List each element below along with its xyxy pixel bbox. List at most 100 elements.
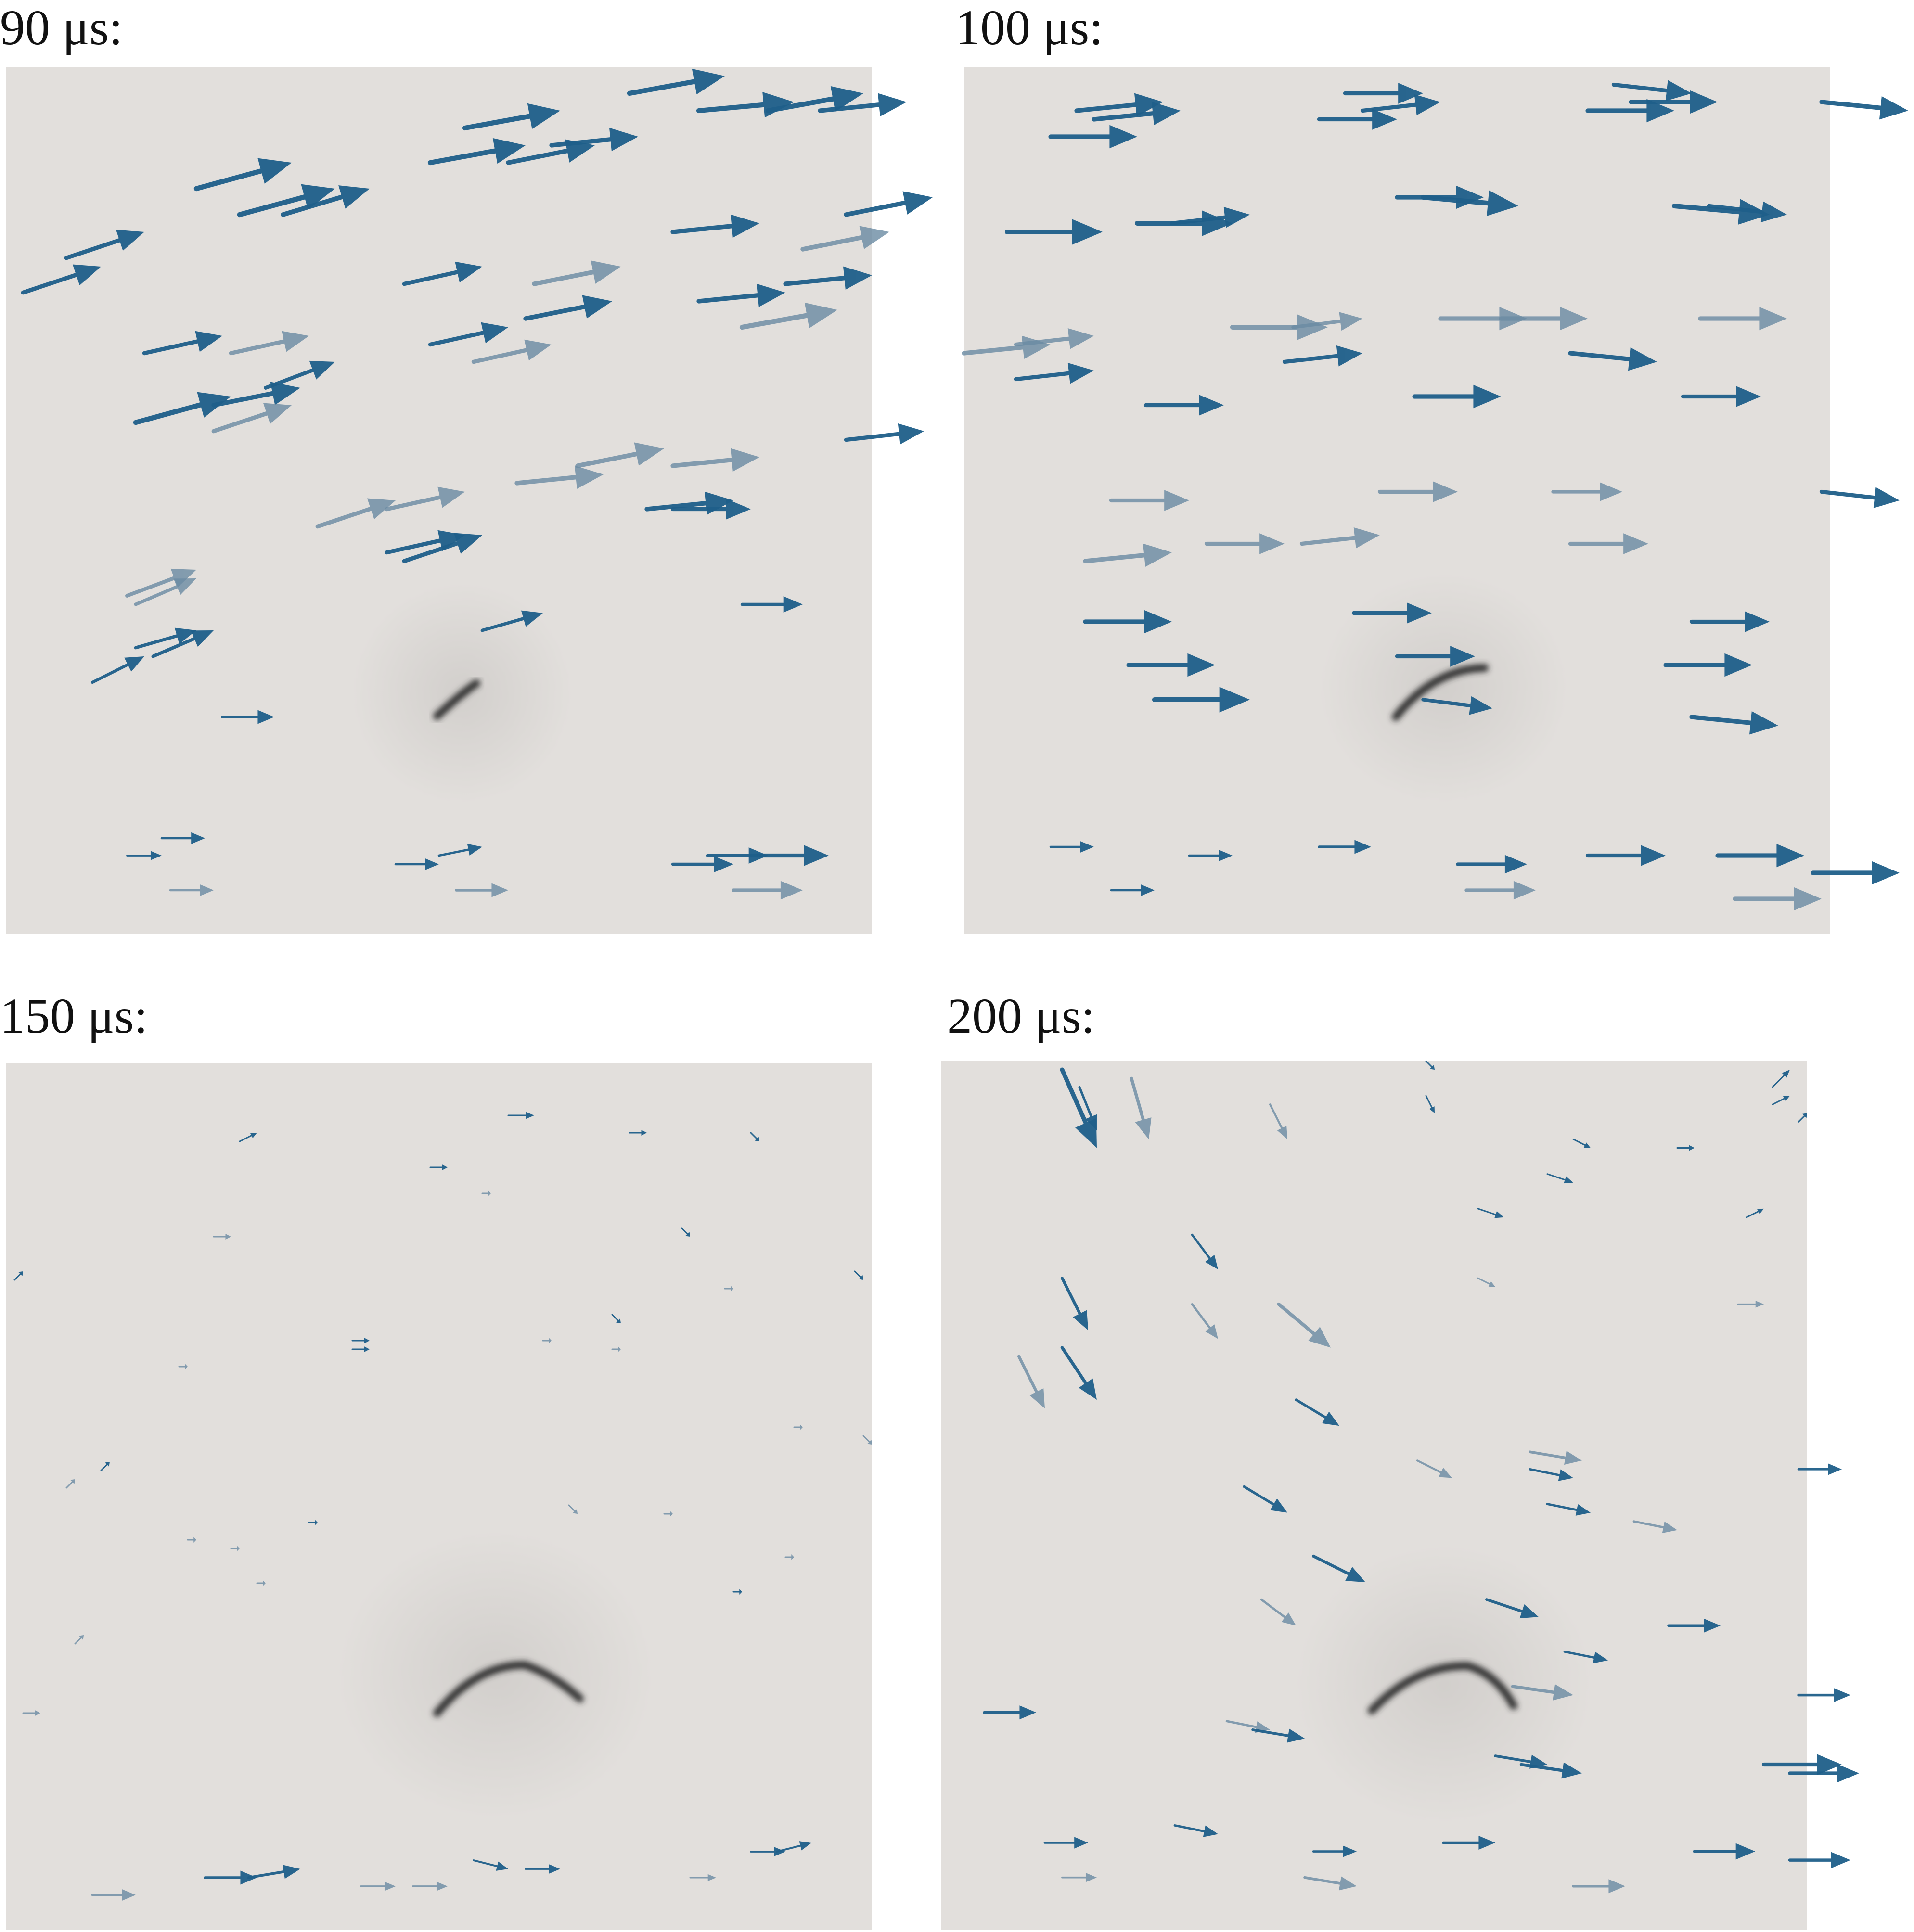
- arrow-shaft: [1014, 371, 1071, 382]
- velocity-arrow: [193, 158, 292, 192]
- crack-90us: [433, 679, 480, 720]
- velocity-arrow: [256, 1580, 266, 1586]
- arrow-head: [491, 883, 508, 897]
- velocity-arrow: [1563, 1651, 1608, 1663]
- velocity-arrow: [663, 1511, 673, 1517]
- velocity-arrow: [1425, 1060, 1435, 1070]
- arrow-shaft: [315, 506, 373, 529]
- velocity-arrow: [187, 1537, 196, 1543]
- arrow-head: [1429, 1106, 1435, 1113]
- arrow-head: [902, 191, 933, 215]
- arrow-shaft: [1519, 1763, 1564, 1772]
- velocity-arrow: [402, 533, 482, 563]
- velocity-arrow: [1546, 1173, 1573, 1184]
- arrow-head: [453, 533, 482, 554]
- arrow-shaft: [681, 1227, 688, 1235]
- arrow-head: [780, 881, 803, 900]
- velocity-arrow: [1611, 80, 1692, 102]
- arrow-head: [1802, 1113, 1807, 1118]
- arrow-shaft: [480, 617, 526, 632]
- arrow-head: [1297, 314, 1328, 340]
- arrow-head: [1724, 653, 1752, 677]
- velocity-arrow: [748, 845, 829, 866]
- arrow-shaft: [844, 200, 908, 217]
- arrow-head: [618, 1346, 621, 1352]
- arrow-head: [1831, 1852, 1850, 1868]
- arrow-shaft: [1191, 1233, 1211, 1260]
- velocity-arrow: [1303, 1876, 1357, 1891]
- velocity-arrow: [1529, 1468, 1573, 1481]
- arrow-shaft: [239, 1135, 252, 1142]
- arrow-head: [1817, 1754, 1842, 1775]
- arrow-shaft: [1191, 1303, 1211, 1329]
- arrow-head: [572, 1509, 578, 1514]
- arrow-head: [455, 261, 482, 283]
- velocity-arrow: [740, 596, 803, 613]
- arrow-head: [1433, 481, 1458, 502]
- velocity-arrow: [308, 1520, 318, 1525]
- arrow-head: [707, 1874, 716, 1881]
- velocity-arrow: [1819, 96, 1908, 120]
- velocity-arrow: [1421, 696, 1492, 715]
- arrow-shaft: [1689, 715, 1753, 725]
- arrow-shaft: [1707, 204, 1764, 214]
- arrow-shaft: [765, 96, 835, 114]
- velocity-arrow: [412, 1881, 448, 1891]
- arrow-shaft: [962, 345, 1026, 356]
- velocity-arrow: [211, 382, 300, 408]
- velocity-arrow: [1251, 1728, 1305, 1743]
- arrow-head: [1641, 845, 1666, 866]
- velocity-arrow: [402, 261, 482, 286]
- velocity-arrow: [126, 851, 162, 860]
- velocity-arrow: [1442, 1835, 1495, 1850]
- arrow-shaft: [281, 194, 345, 217]
- arrow-head: [804, 302, 837, 329]
- arrow-head: [18, 1271, 23, 1277]
- arrow-shaft: [13, 1273, 21, 1281]
- arrow-head: [1757, 1208, 1764, 1214]
- velocity-arrow: [1819, 487, 1900, 509]
- halo-100us: [1319, 573, 1569, 804]
- velocity-arrow: [696, 283, 785, 307]
- velocity-arrow: [437, 844, 482, 857]
- arrow-head: [1608, 1879, 1625, 1894]
- arrow-head: [185, 1364, 188, 1369]
- velocity-arrow: [239, 1133, 257, 1142]
- velocity-arrow: [523, 295, 612, 321]
- velocity-arrow: [134, 578, 196, 606]
- arrow-head: [1277, 1126, 1287, 1139]
- crack-200us: [1368, 1662, 1517, 1714]
- arrow-head: [730, 214, 759, 238]
- arrow-head: [1564, 1451, 1582, 1465]
- velocity-arrow: [1629, 90, 1718, 114]
- arrow-head: [609, 128, 638, 151]
- velocity-arrow: [1667, 1618, 1721, 1633]
- velocity-arrow: [549, 128, 638, 151]
- velocity-arrow: [1049, 841, 1094, 853]
- arrow-head: [526, 1112, 534, 1119]
- arrow-shaft: [1243, 1485, 1275, 1506]
- arrow-head: [1736, 386, 1761, 407]
- crack-100us: [1392, 664, 1489, 721]
- arrow-shaft: [1060, 1346, 1088, 1385]
- velocity-arrow: [1295, 1398, 1339, 1426]
- arrow-head: [263, 1580, 266, 1586]
- arrow-shaft: [211, 411, 269, 434]
- arrow-head: [634, 442, 664, 466]
- velocity-arrow: [264, 360, 335, 390]
- arrow-shaft: [506, 148, 570, 165]
- arrow-shaft: [134, 634, 179, 650]
- arrow-head: [1519, 1604, 1539, 1619]
- velocity-arrow: [1689, 611, 1770, 632]
- arrow-head: [104, 1462, 110, 1467]
- velocity-arrow: [627, 68, 725, 96]
- arrow-head: [301, 184, 335, 210]
- arrow-head: [225, 1234, 231, 1240]
- velocity-arrow: [1511, 1684, 1573, 1701]
- panel-200us: [941, 1060, 1859, 1930]
- velocity-arrow: [732, 1589, 742, 1595]
- arrow-head: [1759, 307, 1787, 331]
- arrow-head: [799, 1841, 811, 1851]
- velocity-arrow: [1715, 844, 1804, 868]
- arrow-shaft: [211, 391, 275, 408]
